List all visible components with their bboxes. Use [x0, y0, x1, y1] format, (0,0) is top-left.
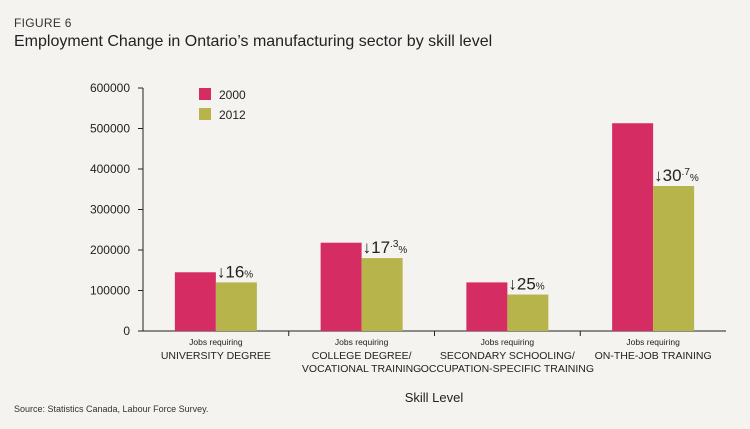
chart-title: Employment Change in Ontario’s manufactu…	[14, 33, 493, 50]
category-label-line3: VOCATIONAL TRAINING	[302, 363, 421, 375]
bar-2000-1	[174, 272, 216, 331]
bar-2000-3	[466, 282, 508, 331]
y-tick-label: 300000	[90, 203, 130, 217]
x-axis-title: Skill Level	[405, 390, 464, 405]
change-annotation: ↓16%	[217, 262, 253, 281]
category-label-line2: COLLEGE DEGREE/	[312, 350, 412, 362]
category-label-line1: Jobs requiring	[335, 337, 389, 347]
bar-2012-2	[361, 258, 403, 331]
y-tick-label: 100000	[90, 284, 130, 298]
legend-label-2000: 2000	[219, 88, 246, 102]
source-note: Source: Statistics Canada, Labour Force …	[14, 404, 209, 414]
legend-label-2012: 2012	[219, 108, 246, 122]
figure-label: FIGURE 6	[14, 16, 72, 30]
y-tick-label: 500000	[90, 122, 130, 136]
category-label-line1: Jobs requiring	[481, 337, 535, 347]
category-label-line1: Jobs requiring	[189, 337, 243, 347]
category-label-line2: SECONDARY SCHOOLING/	[440, 350, 575, 362]
y-tick-label: 600000	[90, 81, 130, 95]
category-label-line3: OCCUPATION-SPECIFIC TRAINING	[421, 363, 594, 375]
change-annotation: ↓30.7%	[654, 166, 699, 185]
change-annotation: ↓17.3%	[363, 238, 408, 257]
bar-2012-1	[215, 282, 257, 331]
bar-2012-4	[653, 186, 695, 331]
bar-2012-3	[507, 294, 549, 331]
category-label-line2: UNIVERSITY DEGREE	[161, 350, 271, 362]
change-annotation: ↓25%	[508, 275, 544, 294]
category-label-line2: ON-THE-JOB TRAINING	[595, 350, 712, 362]
y-tick-label: 200000	[90, 243, 130, 257]
legend-swatch-2000	[199, 88, 211, 100]
y-tick-label: 400000	[90, 162, 130, 176]
y-tick-label: 0	[123, 324, 130, 338]
category-label-line1: Jobs requiring	[626, 337, 680, 347]
bar-2000-2	[320, 242, 362, 331]
legend-swatch-2012	[199, 108, 211, 120]
bar-2000-4	[612, 123, 654, 331]
